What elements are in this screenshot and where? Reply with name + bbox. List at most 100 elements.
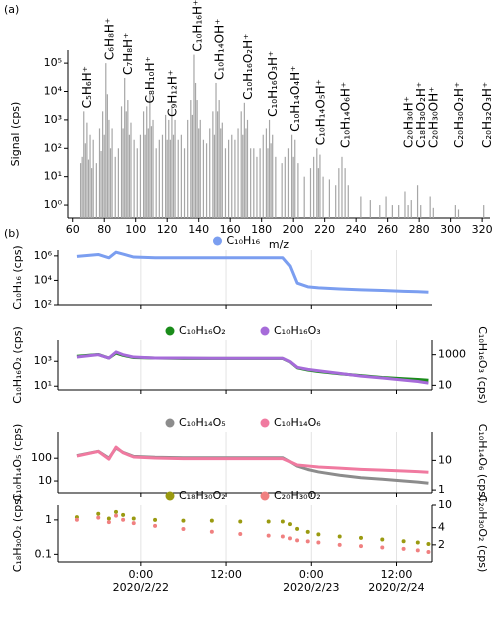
bar: [220, 128, 222, 218]
bar: [139, 134, 142, 218]
bar: [147, 128, 149, 218]
bar: [171, 106, 173, 218]
peak-label: C₁₀H₁₆O₂H⁺: [241, 34, 255, 100]
peak-label: C₂₀H₃₀OH⁺: [427, 87, 441, 148]
y-tick-label: 0.1: [35, 547, 53, 560]
peak-label: C₁₀H₁₄OH⁺: [213, 19, 227, 80]
bar: [237, 128, 239, 218]
bar: [224, 148, 227, 218]
bar: [294, 139, 296, 218]
bar: [128, 134, 131, 218]
y-axis-label: C₁₀H₁₄O₅ (cps): [11, 424, 24, 502]
bar: [169, 139, 171, 218]
x-tick-label: 140: [188, 223, 209, 236]
bar: [272, 134, 274, 218]
bar: [454, 205, 456, 218]
bar: [281, 163, 283, 218]
bar: [317, 168, 319, 218]
point: [426, 541, 431, 546]
bar: [106, 94, 108, 218]
bar: [89, 134, 91, 218]
bar: [91, 168, 93, 218]
x-tick-label: 280: [409, 223, 430, 236]
bar: [198, 128, 200, 218]
bar: [297, 163, 299, 218]
x-tick-label: 80: [97, 223, 111, 236]
legend-marker: [260, 326, 270, 336]
bar: [457, 209, 460, 218]
bar: [98, 128, 101, 218]
bar: [234, 139, 236, 218]
bar: [142, 111, 145, 218]
bar: [130, 122, 132, 218]
bar: [100, 151, 102, 218]
point: [106, 516, 111, 521]
bar: [87, 159, 90, 218]
y2-axis-label: C₁₀H₁₄O₆ (cps): [476, 424, 489, 502]
point: [380, 545, 385, 550]
point: [415, 548, 420, 553]
bar: [125, 111, 127, 218]
bar: [341, 156, 343, 218]
point: [426, 549, 431, 554]
bar: [215, 82, 217, 218]
legend-marker: [165, 418, 175, 428]
x-tick-label: 220: [314, 223, 335, 236]
bar: [83, 111, 85, 218]
point: [96, 515, 101, 520]
point: [209, 529, 214, 534]
x-date-label: 2020/2/22: [113, 581, 169, 594]
bar: [242, 134, 244, 218]
bar: [259, 148, 261, 218]
bar: [109, 148, 112, 218]
bar: [221, 122, 223, 218]
y-tick-label: 10²: [34, 298, 52, 311]
peak-label: C₁₀H₁₄O₅H⁺: [313, 79, 327, 145]
bar: [105, 63, 107, 218]
point: [121, 517, 126, 522]
point: [287, 522, 292, 527]
point: [153, 523, 158, 528]
bar: [246, 119, 249, 218]
x-tick-label: 0:00: [128, 568, 153, 581]
peak-label: C₁₀H₁₆H⁺: [190, 0, 204, 52]
bar: [385, 196, 387, 218]
bar: [407, 205, 409, 218]
peak-label: C₈H₁₀H⁺: [143, 56, 157, 103]
point: [181, 518, 186, 523]
bar: [103, 134, 105, 218]
series-line: [76, 445, 429, 474]
bar: [240, 111, 242, 218]
legend-marker: [213, 236, 222, 246]
bar: [328, 179, 330, 218]
y2-axis-label: C₂₀H₃₀O₂ (cps): [476, 495, 489, 573]
bar: [369, 200, 371, 218]
bar: [420, 205, 422, 218]
peak-label: C₂₀H₃₀H⁺: [401, 96, 415, 148]
point: [401, 546, 406, 551]
y2-tick-label: 2: [438, 538, 445, 551]
point: [337, 542, 342, 547]
x-tick-label: 120: [157, 223, 178, 236]
bar: [245, 128, 247, 218]
bar: [256, 156, 258, 218]
bar: [335, 185, 337, 218]
y-axis-label: Signal (cps): [9, 102, 22, 167]
bar: [79, 163, 82, 218]
x-tick-label: 160: [220, 223, 241, 236]
series-line: [76, 250, 429, 294]
bar: [180, 134, 182, 218]
legend-marker: [260, 491, 270, 501]
bar: [316, 148, 318, 218]
peak-label: C₁₀H₁₄O₆H⁺: [338, 82, 352, 148]
point: [287, 536, 292, 541]
bar: [347, 185, 349, 218]
bar: [379, 205, 381, 218]
y-tick-label: 10¹: [44, 170, 62, 183]
x-tick-label: 60: [66, 223, 80, 236]
peak-label: C₆H₈H⁺: [102, 18, 116, 60]
legend-label: C₂₀H₃₀O₂: [274, 489, 321, 502]
bar: [360, 196, 362, 218]
bar: [183, 148, 186, 218]
bar: [136, 148, 138, 218]
